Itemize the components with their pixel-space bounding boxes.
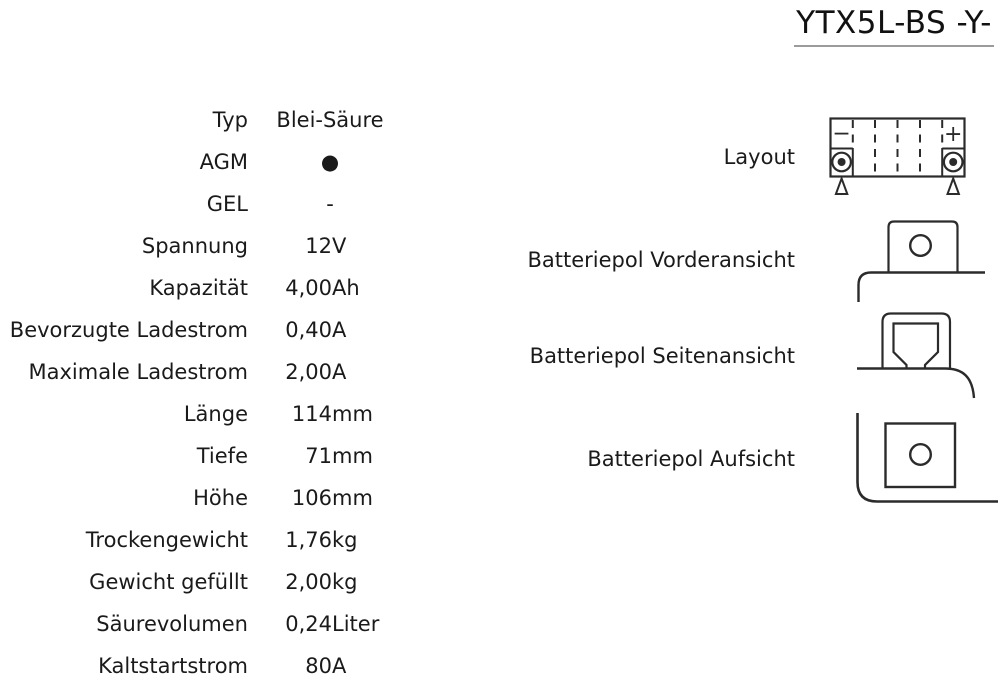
spec-value: 4,00 (285, 276, 332, 300)
spec-row: Kapazität 4,00 Ah (0, 267, 412, 309)
spec-label: Kaltstartstrom (98, 654, 248, 678)
pole-top-view-diagram (856, 413, 998, 503)
spec-unit: Ah (332, 276, 360, 300)
pole-square-outline (884, 422, 957, 489)
spec-value: 0,24 (285, 612, 332, 636)
spec-row: Tiefe 71 mm (0, 435, 412, 477)
spec-label: GEL (206, 192, 248, 216)
spec-value: 114 (291, 402, 332, 426)
right-terminal-ring-icon (942, 151, 964, 173)
spec-unit: A (332, 360, 347, 384)
spec-table: Typ Blei-Säure AGM ● GEL - Spannung 12 V Kapazitä… (0, 99, 412, 687)
spec-unit: kg (332, 528, 358, 552)
pole-side-view-diagram (857, 312, 976, 399)
spec-row: Bevorzugte Ladestrom 0,40 A (0, 309, 412, 351)
battery-top-edge (857, 367, 976, 399)
cell-divider-dashed-lines (851, 120, 944, 176)
spec-table-body: Typ Blei-Säure AGM ● GEL - Spannung 12 V Kapazitä… (0, 99, 412, 687)
minus-terminal-icon: − (832, 122, 850, 147)
spec-label: Säurevolumen (96, 612, 248, 636)
spec-value: 80 (305, 654, 332, 678)
spec-label: Länge (183, 402, 248, 426)
spec-label: Maximale Ladestrom (28, 360, 248, 384)
spec-unit: kg (332, 570, 358, 594)
battery-layout-diagram: − + (829, 117, 966, 195)
spec-label: Höhe (193, 486, 248, 510)
spec-value: 71 (305, 444, 332, 468)
spec-unit: mm (332, 444, 373, 468)
spec-value: 12 (305, 234, 332, 258)
top-view-label: Batteriepol Aufsicht (587, 447, 795, 471)
spec-row: Höhe 106 mm (0, 477, 412, 519)
spec-label: Typ (212, 108, 248, 132)
spec-value: 106 (291, 486, 332, 510)
spec-row: Maximale Ladestrom 2,00 A (0, 351, 412, 393)
pole-front-view-diagram (857, 220, 985, 302)
spec-unit: A (332, 654, 347, 678)
spec-row: Trockengewicht 1,76 kg (0, 519, 412, 561)
pole-hole-icon (909, 443, 933, 467)
spec-row: GEL - (0, 183, 412, 225)
spec-label: Kapazität (149, 276, 248, 300)
pole-block-outline (887, 220, 959, 272)
spec-row: Kaltstartstrom 80 A (0, 645, 412, 687)
layout-label: Layout (723, 145, 795, 169)
spec-row: Gewicht gefüllt 2,00 kg (0, 561, 412, 603)
battery-top-edge (857, 271, 985, 302)
left-arrow-marker-icon (834, 175, 849, 195)
spec-value: Blei-Säure (276, 108, 384, 132)
spec-unit: mm (332, 402, 373, 426)
spec-label: Gewicht gefüllt (89, 570, 248, 594)
spec-label: AGM (199, 150, 248, 174)
spec-row: Typ Blei-Säure (0, 99, 412, 141)
page-title: YTX5L-BS -Y- (794, 5, 994, 47)
spec-value: 1,76 (285, 528, 332, 552)
right-arrow-marker-icon (946, 175, 961, 195)
spec-unit: Liter (332, 612, 380, 636)
spec-label: Trockengewicht (85, 528, 248, 552)
battery-corner-edge (856, 413, 998, 503)
spec-row: Länge 114 mm (0, 393, 412, 435)
spec-row: Spannung 12 V (0, 225, 412, 267)
spec-unit: A (332, 318, 347, 342)
spec-row: Säurevolumen 0,24 Liter (0, 603, 412, 645)
pole-outer-outline (881, 312, 952, 368)
right-terminal-dot-icon (949, 158, 958, 166)
spec-value: 2,00 (285, 570, 332, 594)
spec-value: 2,00 (285, 360, 332, 384)
side-view-label: Batteriepol Seitenansicht (529, 344, 795, 368)
front-view-label: Batteriepol Vorderansicht (527, 248, 795, 272)
spec-label: Tiefe (196, 444, 248, 468)
spec-unit: mm (332, 486, 373, 510)
left-terminal-ring-icon (831, 151, 852, 173)
spec-unit: V (332, 234, 347, 258)
spec-label: Spannung (141, 234, 248, 258)
pole-hole-icon (909, 233, 933, 257)
spec-row: AGM ● (0, 141, 412, 183)
plus-terminal-icon: + (944, 122, 962, 147)
spec-value-bullet-icon: ● (320, 150, 340, 174)
spec-label: Bevorzugte Ladestrom (9, 318, 248, 342)
spec-value: 0,40 (285, 318, 332, 342)
spec-value: - (326, 192, 334, 216)
left-terminal-dot-icon (837, 158, 846, 166)
pole-slot-outline (892, 322, 940, 368)
